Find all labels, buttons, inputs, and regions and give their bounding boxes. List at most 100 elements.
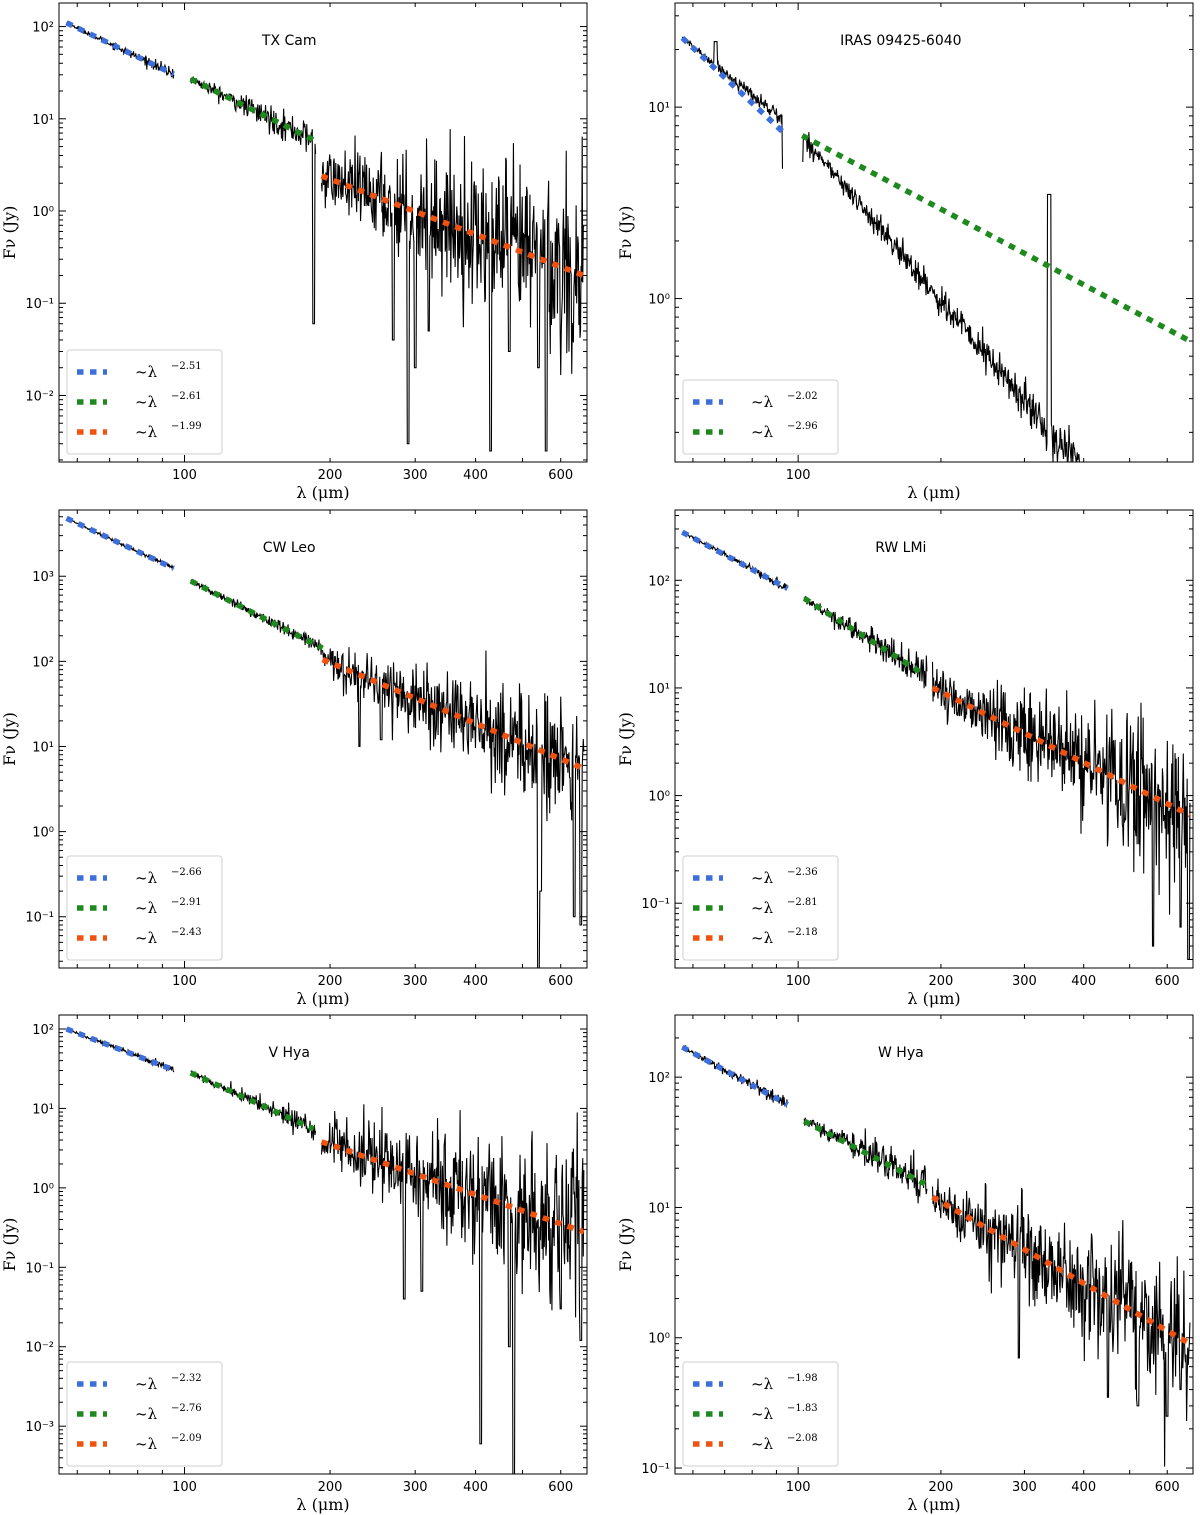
y-tick-label: 10⁻¹ [25,297,54,312]
spectrum-line-3 [931,661,1191,961]
fit-line-red [931,685,1192,818]
panel-title: CW Leo [263,540,316,556]
axes-frame [58,509,588,969]
y-tick-label: 10² [32,21,54,36]
x-axis-label: λ (μm) [296,483,349,502]
spectrum-line-3 [322,647,585,968]
x-axis-label: λ (μm) [907,989,960,1008]
legend: ~λ −2.02 ~λ −2.96 [682,379,839,455]
legend-label: ~λ [135,423,158,441]
axes-frame [58,1014,588,1475]
panel-title: V Hya [268,1045,309,1061]
x-axis-label: λ (μm) [296,989,349,1008]
y-tick-label: 10² [648,574,670,589]
x-tick-label: 100 [172,974,197,989]
y-tick-label: 10⁰ [32,1182,54,1197]
spectrum-line-2 [190,578,323,655]
fit-line-blue [65,1026,175,1073]
spectrum-line-2 [803,1117,928,1204]
legend-exponent: −2.09 [171,1433,202,1444]
x-axis-label: λ (μm) [907,1495,960,1514]
legend-box [66,349,223,455]
chart-panel-2: 100 10⁰ 10¹ λ (μm) Fν (Jy) IRAS 09425-6040 ~λ −… [616,2,1194,502]
legend-label: ~λ [135,1435,158,1453]
y-tick-label: 10¹ [648,1201,670,1216]
legend-label: ~λ [751,869,774,887]
x-tick-label: 600 [548,1480,573,1495]
legend-box [66,1361,223,1467]
legend-exponent: −2.96 [787,421,818,432]
legend-label: ~λ [751,899,774,917]
x-tick-label: 200 [318,468,343,483]
y-tick-label: 10² [648,1071,670,1086]
fit-line-red [931,1194,1192,1347]
y-axis-label: Fν (Jy) [616,206,635,260]
y-axis-label: Fν (Jy) [616,712,635,766]
y-tick-label: 10⁻¹ [25,1261,54,1276]
fit-line-green [802,1118,927,1187]
chart-panel-3: 100 200 300 400 600 10⁻¹ 10⁰ 10¹ 10² 10³ λ (μm) Fν … [0,509,588,1008]
y-tick-label: 10¹ [32,113,54,128]
legend-label: ~λ [135,869,158,887]
legend-exponent: −2.18 [787,927,818,938]
y-axis-label: Fν (Jy) [0,206,19,260]
legend: ~λ −2.51 ~λ −2.61 ~λ −1.99 [66,349,223,455]
y-tick-label: 10¹ [648,101,670,116]
fit-line-green [189,76,315,143]
x-tick-label: 100 [786,1480,811,1495]
x-tick-label: 600 [548,468,573,483]
x-axis-label: λ (μm) [296,1495,349,1514]
legend-label: ~λ [751,393,774,411]
legend: ~λ −2.66 ~λ −2.91 ~λ −2.43 [66,855,223,961]
legend-exponent: −1.98 [787,1373,818,1384]
y-tick-label: 10⁰ [648,790,670,805]
x-tick-label: 400 [1071,1480,1096,1495]
y-tick-label: 10¹ [648,682,670,697]
x-tick-label: 600 [548,974,573,989]
y-tick-label: 10⁻³ [25,1420,54,1435]
legend-exponent: −2.08 [787,1433,818,1444]
panel-title: W Hya [878,1045,924,1061]
legend: ~λ −2.32 ~λ −2.76 ~λ −2.09 [66,1361,223,1467]
spectrum-line-2 [803,595,928,689]
y-tick-label: 10² [32,655,54,670]
y-tick-label: 10⁻¹ [641,1462,670,1477]
x-tick-label: 400 [463,974,488,989]
legend-label: ~λ [751,1405,774,1423]
y-tick-label: 10³ [32,570,54,585]
x-tick-label: 100 [172,1480,197,1495]
y-tick-label: 10⁰ [32,826,54,841]
legend-exponent: −1.83 [787,1403,818,1414]
legend-exponent: −2.91 [171,897,202,908]
fit-line-green [189,1070,315,1132]
legend-label: ~λ [135,899,158,917]
x-tick-label: 400 [1071,974,1096,989]
y-tick-label: 10⁻² [25,1341,54,1356]
fit-line-blue [680,35,786,135]
legend-label: ~λ [135,363,158,381]
y-tick-label: 10⁻² [25,389,54,404]
x-tick-label: 400 [463,1480,488,1495]
legend-exponent: −2.81 [787,897,818,908]
spectrum-line-1 [66,21,175,79]
legend-label: ~λ [135,1375,158,1393]
y-axis-label: Fν (Jy) [0,1218,19,1272]
y-tick-label: 10² [32,1023,54,1038]
x-tick-label: 300 [403,974,428,989]
y-tick-label: 10¹ [32,740,54,755]
y-axis-label: Fν (Jy) [0,712,19,766]
panel-title: RW LMi [875,540,926,556]
legend-label: ~λ [751,1435,774,1453]
x-tick-label: 100 [172,468,197,483]
y-tick-label: 10⁰ [648,1332,670,1347]
x-tick-label: 600 [1155,974,1180,989]
legend-label: ~λ [751,1375,774,1393]
x-tick-label: 300 [403,468,428,483]
legend-label: ~λ [751,929,774,947]
fit-line-green [189,578,324,651]
legend-box [682,379,839,455]
chart-panel-1: 100 200 300 400 600 10⁻² 10⁻¹ 10⁰ 10¹ 10² λ (μm) Fν… [0,2,588,502]
chart-panel-4: 100 200 300 400 600 10⁻¹ 10⁰ 10¹ 10² λ (μm) Fν (Jy… [616,509,1194,1008]
legend-exponent: −2.51 [171,361,202,372]
legend-exponent: −2.76 [171,1403,202,1414]
